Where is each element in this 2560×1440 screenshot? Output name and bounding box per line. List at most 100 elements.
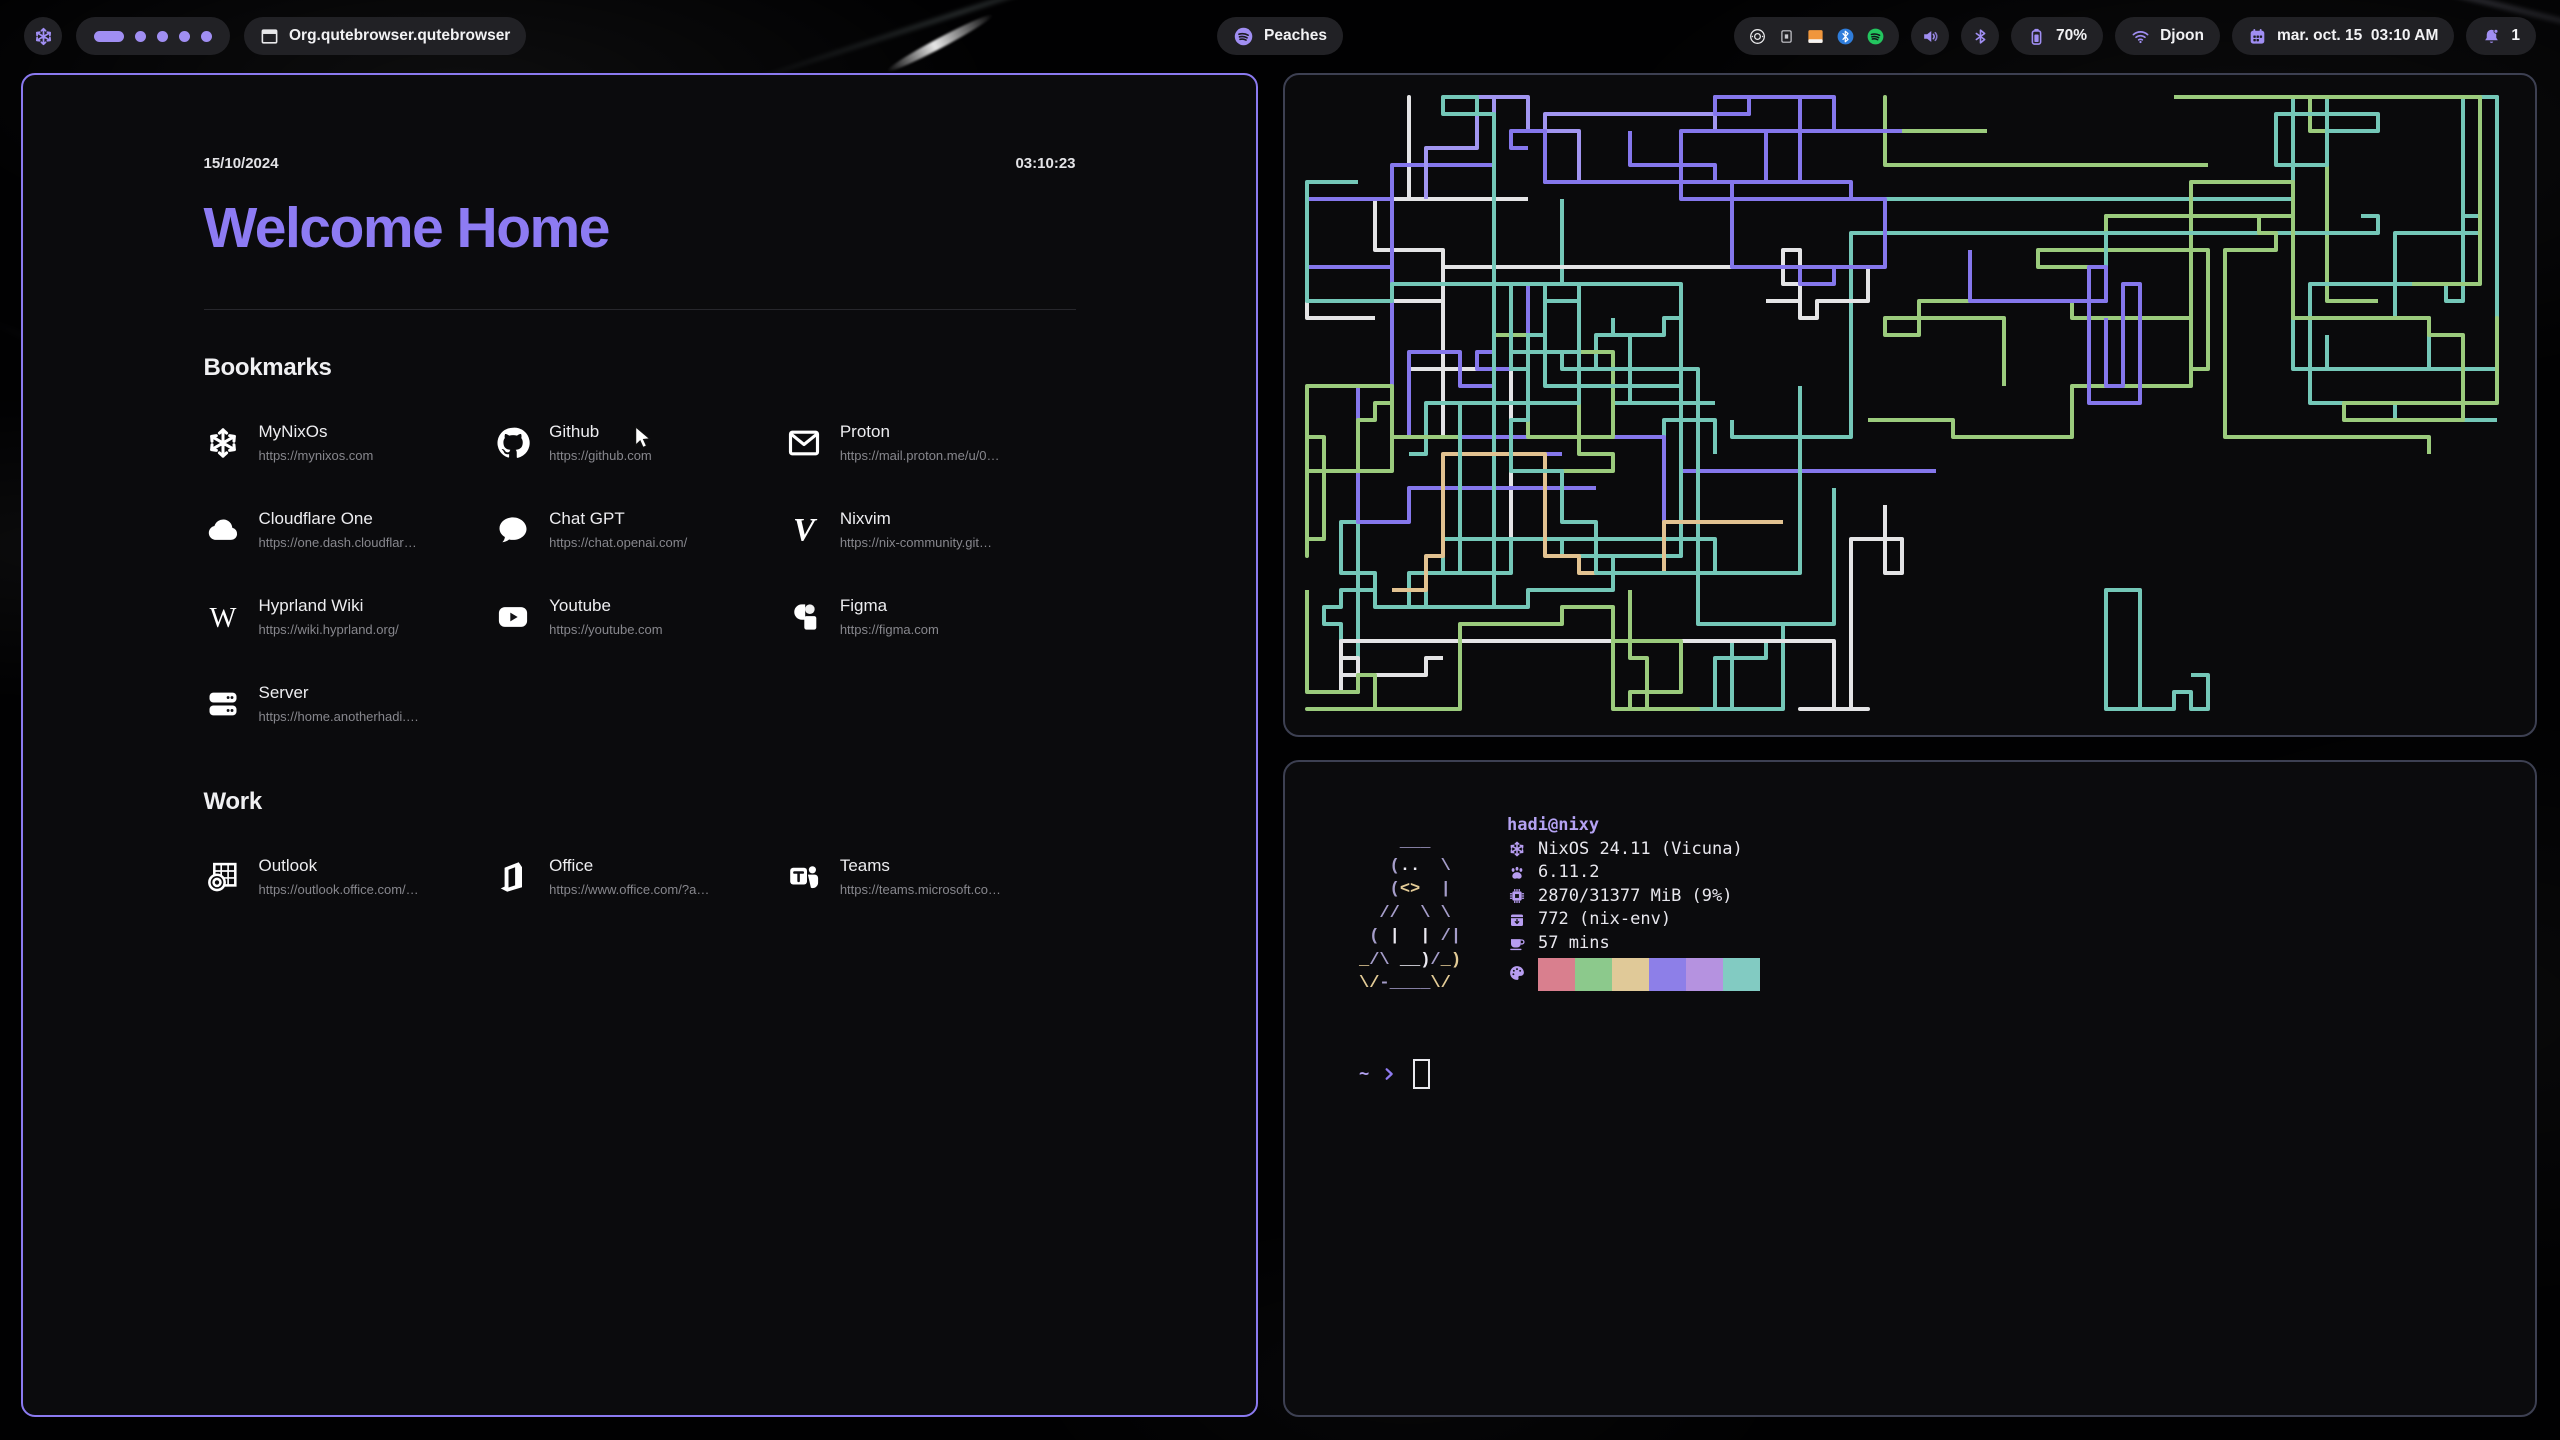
bookmark-name: Office	[549, 856, 594, 875]
bookmark-tile-outlook[interactable]: Outlook https://outlook.office.com/…	[204, 856, 495, 897]
palette-swatch	[1686, 958, 1724, 991]
files-tray-icon[interactable]	[1806, 27, 1825, 46]
notifications-button[interactable]: 1	[2466, 17, 2536, 55]
memory-icon	[1507, 887, 1527, 905]
outlook-icon	[204, 858, 242, 896]
work-heading: Work	[203, 788, 263, 815]
palette-swatch	[1538, 958, 1576, 991]
window-icon	[260, 27, 279, 46]
bookmark-name: MyNixOs	[258, 422, 328, 441]
volume-button[interactable]	[1911, 17, 1950, 55]
workspace-dot[interactable]	[135, 30, 146, 42]
bookmark-url: https://figma.com	[839, 622, 939, 637]
pipes-terminal-window[interactable]	[1283, 73, 2537, 737]
bookmarks-heading: Bookmarks	[203, 354, 332, 381]
bookmark-tile-nixvim[interactable]: V Nixvim https://nix-community.git…	[785, 509, 1076, 550]
nix-snowflake-icon	[33, 26, 54, 47]
screen-record-tray-icon[interactable]	[1748, 27, 1767, 46]
bookmark-tile-mynixos[interactable]: MyNixOs https://mynixos.com	[204, 422, 495, 463]
nix-snowflake-icon	[204, 424, 242, 462]
calendar-icon	[2248, 27, 2267, 46]
prompt-chevron-icon	[1381, 1064, 1397, 1084]
bookmark-name: Cloudflare One	[258, 509, 373, 528]
bluetooth-icon	[1971, 27, 1990, 46]
bookmark-tile-office[interactable]: Office https://www.office.com/?a…	[494, 856, 785, 897]
bookmark-tile-github[interactable]: Github https://github.com	[494, 422, 785, 463]
bookmark-tile-youtube[interactable]: Youtube https://youtube.com	[494, 596, 785, 637]
system-tray[interactable]	[1734, 17, 1900, 55]
battery-indicator[interactable]: 70%	[2011, 17, 2104, 55]
figma-icon	[785, 598, 823, 636]
wikipedia-icon: W	[204, 598, 242, 636]
divider	[203, 309, 1076, 310]
svg-text:W: W	[209, 602, 236, 633]
palette-swatch	[1723, 958, 1761, 991]
pipes-animation	[1305, 95, 2499, 711]
speaker-icon	[1921, 27, 1940, 46]
media-player-pill[interactable]: Peaches	[1217, 17, 1343, 55]
bookmark-url: https://teams.microsoft.co…	[839, 882, 1001, 897]
media-track-label: Peaches	[1264, 27, 1327, 44]
status-bar: Org.qutebrowser.qutebrowser Peaches 70%	[0, 16, 2560, 56]
bookmark-url: https://www.office.com/?a…	[549, 882, 710, 897]
kernel-icon	[1507, 864, 1527, 882]
bookmark-tile-cloudflare[interactable]: Cloudflare One https://one.dash.cloudflar…	[204, 509, 495, 550]
bookmark-tile-proton[interactable]: Proton https://mail.proton.me/u/0…	[785, 422, 1076, 463]
spotify-icon	[1233, 26, 1254, 47]
clock-pill[interactable]: mar. oct. 15 03:10 AM	[2231, 17, 2455, 55]
bookmark-tile-chatgpt[interactable]: Chat GPT https://chat.openai.com/	[494, 509, 785, 550]
active-window-title: Org.qutebrowser.qutebrowser	[289, 27, 511, 44]
palette-swatch	[1612, 958, 1650, 991]
bookmarks-grid: MyNixOs https://mynixos.com Github https:/…	[204, 422, 1076, 724]
bookmark-url: https://youtube.com	[549, 622, 663, 637]
work-grid: Outlook https://outlook.office.com/… Offi…	[204, 856, 1076, 897]
server-icon	[204, 685, 242, 723]
active-window-pill[interactable]: Org.qutebrowser.qutebrowser	[244, 17, 527, 55]
bell-icon	[2482, 27, 2501, 46]
nixos-launcher-button[interactable]	[24, 17, 62, 55]
teams-icon	[785, 858, 823, 896]
bookmark-url: https://home.anotherhadi.…	[258, 709, 419, 724]
bookmark-url: https://mynixos.com	[258, 448, 374, 463]
os-label: NixOS 24.11 (Vicuna)	[1538, 838, 1743, 859]
cloud-icon	[204, 511, 242, 549]
bookmark-url: https://chat.openai.com/	[549, 535, 688, 550]
network-indicator[interactable]: Djoon	[2115, 17, 2220, 55]
bookmark-name: Server	[258, 683, 309, 702]
bookmark-tile-teams[interactable]: Teams https://teams.microsoft.co…	[785, 856, 1076, 897]
bookmark-name: Figma	[839, 596, 888, 615]
bookmark-url: https://github.com	[549, 448, 652, 463]
notification-count: 1	[2511, 27, 2520, 44]
bookmark-name: Hyprland Wiki	[258, 596, 364, 615]
terminal-window[interactable]: ___ (.. \ (<> | // \ \ ( | | /| _/\ __)/…	[1283, 760, 2537, 1417]
uptime-icon	[1507, 934, 1527, 952]
bookmark-name: Github	[549, 422, 600, 441]
workspace-switcher[interactable]	[76, 17, 230, 55]
chat-bubble-icon	[494, 511, 532, 549]
uptime-label: 57 mins	[1538, 932, 1610, 953]
bookmark-name: Outlook	[258, 856, 318, 875]
spotify-tray-icon[interactable]	[1866, 27, 1885, 46]
battery-icon	[2027, 27, 2046, 46]
bookmark-name: Nixvim	[839, 509, 891, 528]
workspace-dot[interactable]	[179, 30, 190, 42]
qutebrowser-window[interactable]: 15/10/2024 03:10:23 Welcome Home Bookmar…	[21, 73, 1258, 1417]
keyboard-tray-icon[interactable]	[1778, 28, 1795, 45]
network-name: Djoon	[2160, 27, 2204, 44]
bluetooth-button[interactable]	[1961, 17, 2000, 55]
bookmark-url: https://nix-community.git…	[839, 535, 993, 550]
user-host-label: hadi@nixy	[1507, 815, 1600, 835]
bookmark-tile-figma[interactable]: Figma https://figma.com	[785, 596, 1076, 637]
workspace-active[interactable]	[94, 30, 124, 42]
shell-prompt[interactable]: ~	[1359, 1058, 2535, 1089]
bookmark-tile-server[interactable]: Server https://home.anotherhadi.…	[204, 683, 495, 724]
bookmark-url: https://mail.proton.me/u/0…	[839, 448, 1000, 463]
workspace-dot[interactable]	[157, 30, 168, 42]
bluetooth-tray-icon[interactable]	[1836, 27, 1855, 46]
bookmark-url: https://outlook.office.com/…	[258, 882, 419, 897]
bookmark-tile-hyprland-wiki[interactable]: W Hyprland Wiki https://wiki.hyprland.org…	[204, 596, 495, 637]
workspace-dot[interactable]	[201, 30, 212, 42]
youtube-icon	[494, 598, 532, 636]
startpage-date: 15/10/2024	[203, 155, 279, 172]
kernel-label: 6.11.2	[1538, 862, 1600, 882]
